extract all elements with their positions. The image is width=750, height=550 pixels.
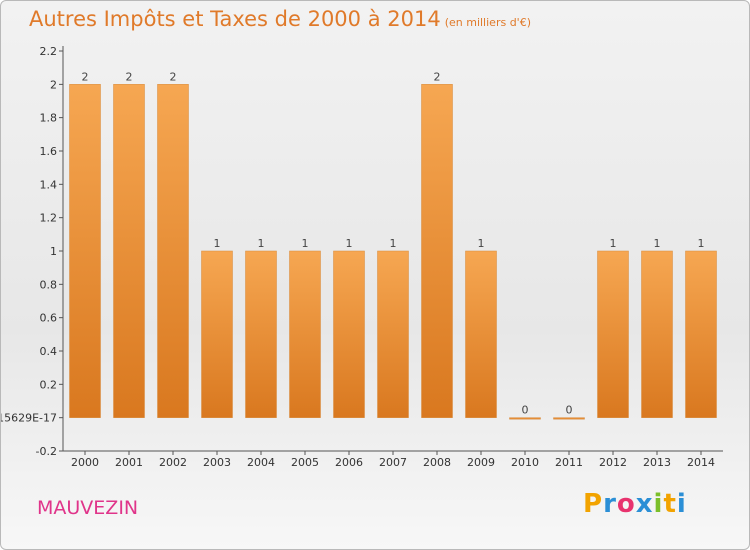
x-tick-label: 2009 xyxy=(467,456,495,469)
chart-bars xyxy=(69,84,717,420)
bar xyxy=(245,250,277,418)
data-label: 1 xyxy=(478,237,485,250)
data-label: 1 xyxy=(610,237,617,250)
data-label: 2 xyxy=(434,70,441,83)
x-tick-label: 2003 xyxy=(203,456,231,469)
logo-letter: i xyxy=(676,489,687,519)
x-tick-label: 2008 xyxy=(423,456,451,469)
y-tick-label: 1.8 xyxy=(40,112,58,125)
x-tick-label: 2013 xyxy=(643,456,671,469)
data-label: 1 xyxy=(214,237,221,250)
x-tick-label: 2011 xyxy=(555,456,583,469)
logo-letter: x xyxy=(635,489,654,519)
y-tick-label: -0.2 xyxy=(36,445,57,458)
logo-letter: i xyxy=(653,489,664,519)
chart-title: Autres Impôts et Taxes de 2000 à 2014 (en… xyxy=(29,7,531,31)
data-label: 1 xyxy=(302,237,309,250)
y-tick-label: 0.4 xyxy=(40,345,58,358)
logo-letter: t xyxy=(663,489,677,519)
data-label: 0 xyxy=(566,404,573,417)
bar xyxy=(333,250,365,418)
y-tick-label: 2.2 xyxy=(40,45,58,58)
data-label: 2 xyxy=(82,70,89,83)
unit-text: (en milliers d'€) xyxy=(444,16,531,29)
data-label: 1 xyxy=(346,237,353,250)
y-tick-label: 1.6 xyxy=(40,145,58,158)
x-tick-label: 2007 xyxy=(379,456,407,469)
bar xyxy=(641,250,673,418)
bar xyxy=(289,250,321,418)
chart-labels: 2000220012200222003120041200512006120071… xyxy=(71,70,715,469)
y-tick-label: 1.4 xyxy=(40,178,58,191)
data-label: 1 xyxy=(390,237,397,250)
y-tick-label: 1.2 xyxy=(40,212,58,225)
y-tick-label: 0.6 xyxy=(40,312,58,325)
bar xyxy=(421,84,453,418)
bar xyxy=(157,84,189,418)
x-tick-label: 2010 xyxy=(511,456,539,469)
x-tick-label: 2014 xyxy=(687,456,715,469)
data-label: 1 xyxy=(654,237,661,250)
bar xyxy=(69,84,101,418)
data-label: 2 xyxy=(126,70,133,83)
bar xyxy=(465,250,497,418)
y-tick-label: 0.8 xyxy=(40,278,58,291)
bar xyxy=(509,417,541,420)
bar xyxy=(597,250,629,418)
y-tick-label: 2 xyxy=(50,78,57,91)
bar xyxy=(113,84,145,418)
bar xyxy=(685,250,717,418)
data-label: 1 xyxy=(698,237,705,250)
title-text: Autres Impôts et Taxes de 2000 à 2014 xyxy=(29,7,441,31)
x-tick-label: 2004 xyxy=(247,456,275,469)
logo-letter: r xyxy=(603,489,617,519)
proxiti-logo: Proxiti xyxy=(583,489,687,519)
chart-axes: -0.2 -1.15629E-17 0.2 0.4 0.6 0.8 1 1.2 1.4 1.6 1.… xyxy=(1,45,723,458)
y-tick-label: 1 xyxy=(50,245,57,258)
x-tick-label: 2006 xyxy=(335,456,363,469)
data-label: 1 xyxy=(258,237,265,250)
bar xyxy=(553,417,585,420)
data-label: 0 xyxy=(522,404,529,417)
logo-letter: o xyxy=(616,489,636,519)
x-tick-label: 2002 xyxy=(159,456,187,469)
commune-name: MAUVEZIN xyxy=(37,497,139,519)
x-tick-label: 2005 xyxy=(291,456,319,469)
y-tick-label: -1.15629E-17 xyxy=(1,412,57,425)
data-label: 2 xyxy=(170,70,177,83)
y-tick-label: 0.2 xyxy=(40,378,58,391)
x-tick-label: 2012 xyxy=(599,456,627,469)
x-tick-label: 2000 xyxy=(71,456,99,469)
logo-letter: P xyxy=(583,489,604,519)
bar xyxy=(377,250,409,418)
x-tick-label: 2001 xyxy=(115,456,143,469)
bar xyxy=(201,250,233,418)
